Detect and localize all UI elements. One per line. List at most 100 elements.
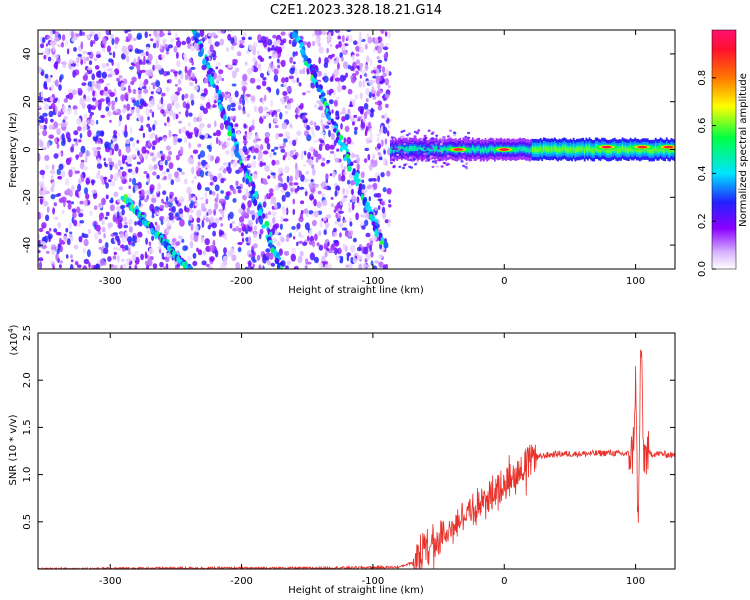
noise-cell bbox=[313, 183, 319, 188]
noise-cell bbox=[281, 77, 286, 84]
noise-cell bbox=[338, 222, 344, 228]
noise-cell bbox=[356, 196, 360, 204]
noise-cell bbox=[357, 37, 363, 41]
noise-cell bbox=[54, 36, 60, 42]
noise-cell bbox=[105, 63, 110, 67]
noise-cell bbox=[325, 222, 330, 228]
noise-cell bbox=[341, 43, 346, 51]
noise-cell bbox=[212, 175, 218, 183]
noise-cell bbox=[51, 181, 56, 188]
noise-cell bbox=[366, 88, 370, 96]
noise-cell bbox=[176, 60, 181, 68]
tone-cell bbox=[561, 146, 564, 152]
noise-cell bbox=[271, 159, 276, 166]
noise-cell bbox=[225, 191, 231, 196]
noise-cell bbox=[199, 170, 205, 178]
noise-cell bbox=[273, 239, 276, 243]
noise-cell bbox=[110, 174, 114, 180]
streak-cell bbox=[227, 125, 232, 132]
noise-cell bbox=[166, 79, 170, 84]
noise-cell bbox=[175, 212, 180, 217]
noise-cell bbox=[38, 66, 42, 74]
noise-cell bbox=[149, 184, 155, 192]
noise-cell bbox=[109, 33, 115, 40]
noise-cell bbox=[318, 244, 324, 251]
noise-cell bbox=[193, 234, 199, 243]
noise-cell bbox=[122, 263, 127, 269]
noise-cell bbox=[376, 143, 382, 150]
noise-cell bbox=[66, 107, 72, 115]
noise-cell bbox=[86, 119, 90, 124]
tone-cell bbox=[422, 139, 426, 142]
noise-cell bbox=[340, 257, 344, 261]
noise-cell bbox=[251, 160, 257, 169]
noise-cell bbox=[188, 142, 192, 149]
noise-cell bbox=[361, 179, 365, 184]
noise-cell bbox=[79, 133, 83, 139]
noise-cell bbox=[125, 165, 129, 170]
noise-cell bbox=[241, 232, 244, 237]
noise-cell bbox=[343, 171, 347, 176]
noise-cell bbox=[214, 184, 220, 192]
noise-cell bbox=[97, 103, 102, 111]
tone-cell bbox=[620, 147, 622, 153]
noise-cell bbox=[158, 136, 163, 141]
tone-cell bbox=[435, 134, 439, 137]
noise-cell bbox=[160, 155, 165, 162]
noise-cell bbox=[300, 200, 305, 205]
streak-cell bbox=[383, 241, 389, 249]
noise-cell bbox=[356, 118, 361, 122]
tone-hotspot bbox=[637, 145, 648, 149]
tone-cell bbox=[416, 147, 419, 153]
streak-cell bbox=[245, 178, 249, 185]
noise-cell bbox=[289, 175, 293, 182]
noise-cell bbox=[123, 225, 128, 229]
noise-cell bbox=[131, 106, 135, 110]
noise-cell bbox=[253, 243, 258, 249]
noise-cell bbox=[161, 198, 164, 204]
noise-cell bbox=[154, 206, 160, 211]
noise-cell bbox=[250, 95, 256, 102]
tone-cell bbox=[437, 147, 441, 150]
noise-cell bbox=[384, 112, 388, 121]
noise-cell bbox=[291, 225, 296, 230]
noise-cell bbox=[117, 171, 123, 178]
tone-cell bbox=[460, 160, 464, 163]
noise-cell bbox=[70, 254, 73, 259]
noise-cell bbox=[265, 132, 271, 138]
noise-cell bbox=[69, 264, 74, 269]
tone-cell bbox=[563, 145, 566, 151]
noise-cell bbox=[170, 94, 174, 103]
noise-cell bbox=[66, 48, 70, 55]
tone-cell bbox=[664, 148, 666, 153]
noise-cell bbox=[285, 76, 289, 83]
noise-cell bbox=[282, 182, 288, 191]
noise-cell bbox=[300, 210, 304, 215]
noise-cell bbox=[242, 140, 248, 144]
tone-cell bbox=[587, 147, 589, 153]
noise-cell bbox=[364, 219, 369, 227]
noise-cell bbox=[278, 248, 283, 256]
tone-cell bbox=[525, 147, 528, 153]
tone-cell bbox=[430, 147, 434, 151]
streak-cell bbox=[342, 144, 348, 151]
noise-cell bbox=[216, 193, 219, 201]
noise-cell bbox=[170, 69, 176, 73]
noise-cell bbox=[42, 129, 48, 137]
tone-cell bbox=[599, 147, 602, 153]
tone-cell bbox=[524, 146, 526, 152]
noise-cell bbox=[148, 164, 154, 172]
noise-cell bbox=[188, 214, 193, 221]
noise-cell bbox=[113, 134, 117, 139]
noise-cell bbox=[209, 216, 215, 224]
noise-cell bbox=[189, 93, 195, 101]
noise-cell bbox=[165, 51, 169, 55]
noise-cell bbox=[320, 112, 326, 119]
noise-cell bbox=[100, 114, 106, 119]
noise-cell bbox=[119, 166, 124, 170]
noise-cell bbox=[91, 80, 96, 88]
noise-cell bbox=[57, 44, 63, 48]
tone-cell bbox=[542, 145, 545, 151]
noise-cell bbox=[85, 193, 90, 200]
noise-cell bbox=[161, 92, 166, 97]
